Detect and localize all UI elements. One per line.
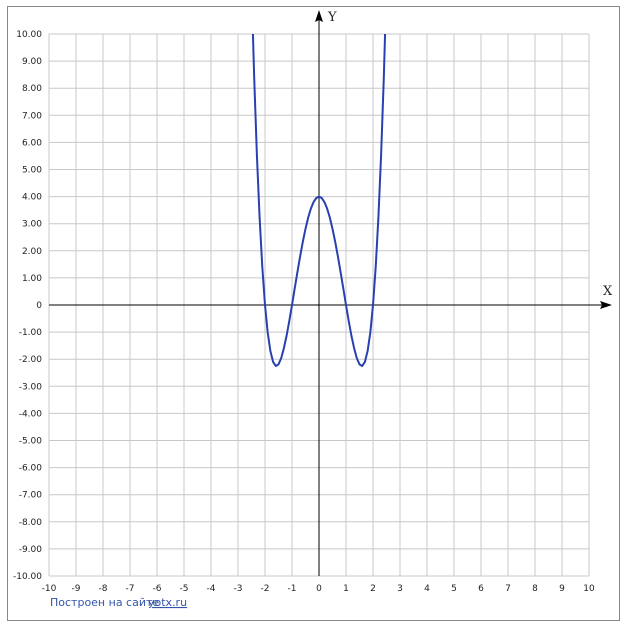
y-tick-label: -10.00: [13, 572, 42, 582]
y-tick-label: 3.00: [22, 220, 42, 230]
x-tick-label: -7: [126, 584, 135, 594]
x-tick-label: 0: [316, 584, 322, 594]
y-tick-label: -2.00: [19, 355, 43, 365]
x-tick-label: 5: [451, 584, 457, 594]
y-tick-label: -4.00: [19, 409, 43, 419]
frame: [7, 6, 620, 621]
y-tick-label: -7.00: [19, 491, 43, 501]
y-tick-label: 5.00: [22, 166, 42, 176]
x-tick-label: 3: [397, 584, 403, 594]
y-tick-label: 9.00: [22, 57, 42, 67]
y-axis-arrow: [315, 10, 323, 22]
x-tick-label: 6: [478, 584, 484, 594]
x-tick-label: 1: [343, 584, 349, 594]
y-tick-label: 8.00: [22, 84, 42, 94]
y-axis-label: Y: [327, 10, 337, 25]
x-tick-label: -2: [261, 584, 270, 594]
y-tick-label: -1.00: [19, 328, 43, 338]
x-tick-label: -10: [42, 584, 57, 594]
y-tick-label: -6.00: [19, 464, 43, 474]
x-tick-label: -1: [288, 584, 297, 594]
y-tick-label: 0: [36, 301, 42, 311]
y-tick-label: -8.00: [19, 518, 43, 528]
x-tick-label: -6: [153, 584, 162, 594]
y-tick-label: -3.00: [19, 382, 43, 392]
x-tick-label: 8: [532, 584, 538, 594]
x-tick-label: 10: [583, 584, 595, 594]
x-tick-label: -3: [234, 584, 243, 594]
x-tick-label: -9: [72, 584, 81, 594]
y-tick-label: 7.00: [22, 111, 42, 121]
x-tick-label: -5: [180, 584, 189, 594]
y-tick-label: 6.00: [22, 138, 42, 148]
x-tick-label: -4: [207, 584, 216, 594]
y-tick-label: -5.00: [19, 437, 43, 447]
x-tick-label: -8: [99, 584, 108, 594]
x-axis-label: X: [603, 284, 613, 299]
y-tick-label: -9.00: [19, 545, 43, 555]
footer-link[interactable]: yotx.ru: [148, 596, 187, 609]
y-tick-label: 1.00: [22, 274, 42, 284]
y-tick-label: 4.00: [22, 193, 42, 203]
footer-text: Построен на сайте: [50, 596, 159, 609]
x-tick-label: 4: [424, 584, 430, 594]
y-tick-label: 10.00: [16, 30, 42, 40]
curve: [251, 34, 387, 367]
x-axis-arrow: [600, 301, 612, 309]
y-tick-label: 2.00: [22, 247, 42, 257]
x-tick-label: 9: [559, 584, 565, 594]
x-tick-label: 7: [505, 584, 511, 594]
x-tick-label: 2: [370, 584, 376, 594]
